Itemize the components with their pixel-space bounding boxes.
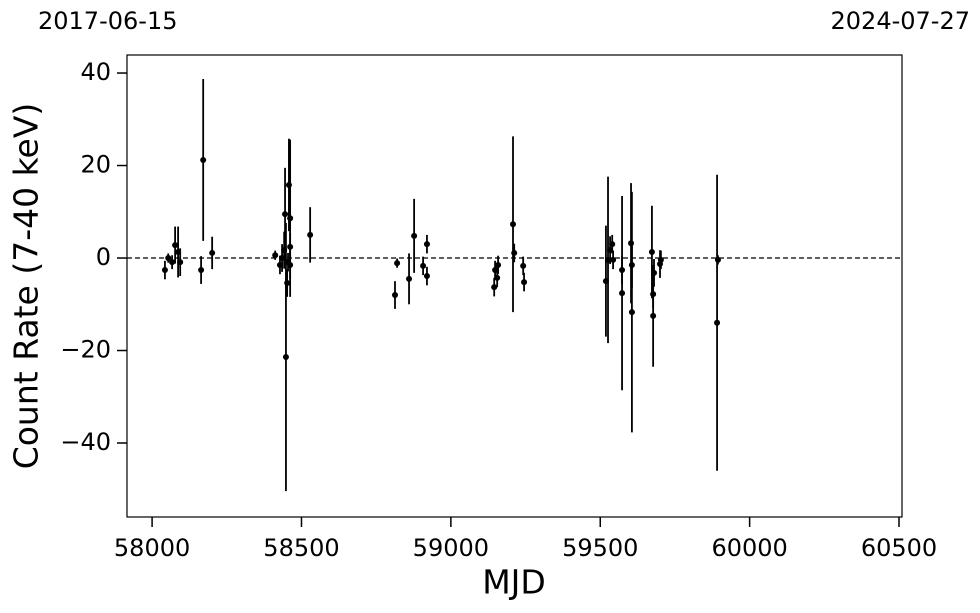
y-tick-label: −40 — [60, 428, 111, 456]
data-point — [619, 267, 626, 274]
data-point — [510, 221, 517, 228]
data-point — [200, 156, 207, 163]
data-point — [494, 274, 501, 281]
data-point — [420, 262, 427, 269]
x-tick-label: 59500 — [562, 534, 638, 562]
data-point — [650, 312, 657, 319]
data-point — [282, 211, 289, 218]
data-point — [169, 259, 176, 266]
plot-frame — [126, 54, 903, 518]
y-tick-label: 40 — [80, 58, 111, 86]
data-point — [406, 275, 413, 282]
data-point — [714, 256, 721, 263]
data-point — [650, 291, 657, 298]
x-tick-label: 60500 — [861, 534, 937, 562]
x-tick-label: 60000 — [711, 534, 787, 562]
data-point — [198, 267, 205, 274]
data-point — [628, 261, 635, 268]
data-point — [619, 290, 626, 297]
top-right-annotation: 2024-07-27 — [831, 7, 970, 35]
data-point — [209, 249, 216, 256]
y-tick-label: 0 — [96, 243, 111, 271]
data-point — [495, 261, 502, 268]
top-left-annotation: 2017-06-15 — [38, 7, 177, 35]
data-point — [511, 249, 518, 256]
data-point — [491, 284, 498, 291]
data-point — [287, 215, 294, 222]
data-point — [628, 309, 635, 316]
data-point — [161, 267, 168, 274]
data-point — [391, 292, 398, 299]
data-point — [172, 242, 179, 249]
data-point — [394, 260, 401, 267]
data-point — [609, 241, 616, 248]
data-point — [272, 252, 279, 259]
x-axis-label: MJD — [482, 563, 546, 602]
x-tick-label: 58500 — [263, 534, 339, 562]
data-point — [287, 261, 294, 268]
data-point — [177, 259, 184, 266]
data-point — [657, 256, 664, 263]
x-tick-label: 58000 — [114, 534, 190, 562]
data-point — [651, 269, 658, 276]
data-point — [520, 262, 527, 269]
y-tick-label: 20 — [80, 151, 111, 179]
data-point — [307, 231, 314, 238]
data-point — [423, 241, 430, 248]
x-tick-label: 59000 — [413, 534, 489, 562]
data-point — [282, 353, 289, 360]
data-point — [423, 273, 430, 280]
data-point — [648, 249, 655, 256]
data-point — [285, 181, 292, 188]
y-axis-label: Count Rate (7-40 keV) — [7, 103, 46, 470]
data-point — [411, 232, 418, 239]
data-point — [165, 255, 172, 262]
data-point — [610, 256, 617, 263]
data-point — [714, 319, 721, 326]
data-point — [284, 279, 291, 286]
y-tick-label: −20 — [60, 336, 111, 364]
data-point — [287, 243, 294, 250]
data-point — [521, 279, 528, 286]
